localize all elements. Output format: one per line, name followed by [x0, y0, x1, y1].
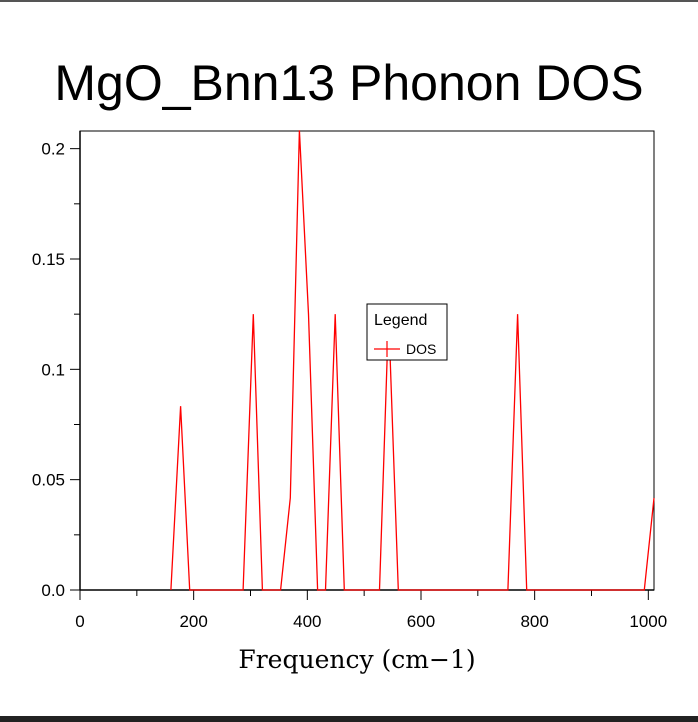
- x-tick-label: 800: [520, 612, 548, 631]
- legend-entry-dos: DOS: [406, 341, 436, 357]
- x-tick-label: 1000: [629, 612, 667, 631]
- legend-title: Legend: [374, 312, 427, 329]
- legend-box: [366, 303, 448, 361]
- x-tick-label: 0: [75, 612, 84, 631]
- legend: Legend DOS: [366, 303, 448, 361]
- x-axis-label: Frequency (cm−1): [238, 645, 475, 674]
- bottom-border: [0, 716, 698, 722]
- top-border: [0, 0, 698, 2]
- series-line-dos: [170, 130, 655, 591]
- y-tick-label: 0.0: [41, 581, 65, 600]
- y-tick-label: 0.05: [32, 471, 65, 490]
- x-ticks: 0 200 400 600 800 1000: [75, 590, 667, 631]
- y-tick-label: 0.15: [32, 250, 65, 269]
- x-tick-label: 600: [407, 612, 435, 631]
- y-tick-label: 0.1: [41, 360, 65, 379]
- y-tick-label: 0.2: [41, 140, 65, 159]
- x-tick-label: 200: [179, 612, 207, 631]
- chart-title: MgO_Bnn13 Phonon DOS: [54, 55, 644, 111]
- x-tick-label: 400: [293, 612, 321, 631]
- y-ticks: 0.0 0.05 0.1 0.15 0.2: [32, 140, 80, 600]
